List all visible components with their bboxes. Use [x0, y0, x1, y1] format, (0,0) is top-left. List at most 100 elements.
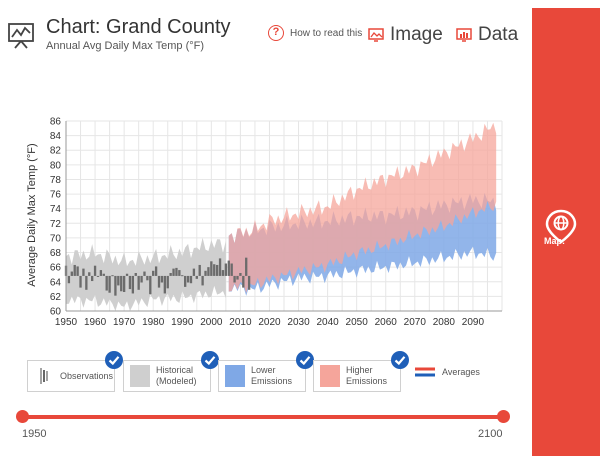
- year-range-slider[interactable]: [22, 415, 504, 419]
- observation-bar: [245, 257, 248, 276]
- observation-bar: [73, 264, 76, 276]
- observation-bar: [242, 275, 245, 288]
- observation-bar: [224, 263, 228, 276]
- x-tick-label: 1990: [171, 317, 194, 328]
- x-tick-label: 2040: [316, 317, 339, 328]
- legend-averages[interactable]: Averages: [414, 365, 480, 379]
- observation-bar: [166, 275, 169, 289]
- observation-bar: [88, 272, 91, 276]
- how-to-read-link[interactable]: ? How to read this: [268, 25, 362, 41]
- observation-bar: [70, 271, 73, 276]
- legend-higher-label: Higher Emissions: [346, 365, 387, 387]
- x-tick-label: 2070: [404, 317, 427, 328]
- lower-emissions-swatch: [225, 365, 245, 387]
- observation-bar: [90, 275, 94, 282]
- tab-image[interactable]: Image: [368, 24, 443, 46]
- observation-bar: [67, 275, 71, 284]
- x-tick-label: 2030: [287, 317, 310, 328]
- observation-bar: [157, 275, 161, 288]
- emission-bands: [66, 122, 497, 311]
- observation-bar: [131, 275, 135, 294]
- map-pin-globe-icon[interactable]: [541, 208, 581, 248]
- observation-bar: [221, 270, 225, 276]
- observation-bar: [178, 270, 181, 276]
- observation-bar: [140, 275, 143, 283]
- observation-bar: [122, 275, 126, 292]
- observation-bar: [105, 275, 108, 291]
- higher-emissions-swatch: [320, 365, 340, 387]
- observation-bar: [128, 275, 132, 290]
- x-tick-label: 2060: [375, 317, 398, 328]
- y-tick-label: 66: [50, 263, 62, 274]
- image-icon: [368, 28, 384, 42]
- observation-bar: [186, 275, 190, 283]
- tab-image-label: Image: [390, 24, 443, 45]
- checkmark-icon: [105, 351, 123, 369]
- x-tick-label: 2080: [433, 317, 456, 328]
- observation-bar: [201, 275, 204, 286]
- checkmark-icon: [391, 351, 409, 369]
- x-tick-label: 2020: [258, 317, 281, 328]
- y-tick-label: 68: [50, 248, 62, 259]
- observation-bar: [76, 266, 79, 276]
- chart-title: Chart: Grand County: [46, 16, 231, 38]
- legend-lower-label: Lower Emissions: [251, 365, 292, 387]
- observation-bar: [117, 275, 120, 286]
- legend-lower-emissions[interactable]: Lower Emissions: [218, 351, 314, 392]
- observation-bar: [247, 275, 251, 290]
- observations-swatch: [40, 368, 48, 384]
- observation-bar: [93, 265, 97, 276]
- x-tick-label: 2000: [200, 317, 223, 328]
- historical-swatch: [130, 365, 150, 387]
- observation-bar: [79, 275, 82, 288]
- observation-bar: [233, 275, 236, 283]
- map-sidebar: [532, 8, 600, 456]
- legend-observations[interactable]: Observations: [27, 351, 123, 392]
- observation-bar: [99, 270, 103, 276]
- observation-bar: [152, 270, 155, 276]
- observation-bar: [120, 275, 123, 292]
- observation-bar: [210, 261, 213, 276]
- slider-start-handle[interactable]: [16, 410, 29, 423]
- y-tick-label: 80: [50, 160, 62, 171]
- observation-bar: [213, 264, 216, 276]
- legend-historical-line2: (Modeled): [156, 376, 197, 386]
- legend-lower-line1: Lower: [251, 365, 276, 375]
- observation-bar: [143, 271, 146, 276]
- observation-bar: [236, 275, 239, 280]
- y-tick-label: 82: [50, 146, 62, 157]
- observation-bar: [181, 275, 184, 277]
- chart-axes: [65, 121, 502, 312]
- observation-bar: [198, 264, 201, 276]
- x-tick-label: 1980: [142, 317, 165, 328]
- observation-bar: [102, 273, 105, 276]
- checkmark-icon: [296, 351, 314, 369]
- map-label: Map:: [544, 236, 565, 246]
- observation-bar: [108, 275, 111, 293]
- chart-ticks: 60 62 64 66 68 70 72 74 76 78 80 82 84 86 1950 1960 1970…: [50, 117, 485, 329]
- legend-observations-label: Observations: [60, 370, 114, 381]
- y-tick-label: 74: [50, 204, 62, 215]
- slider-start-label: 1950: [22, 428, 47, 440]
- legend-lower-line2: Emissions: [251, 376, 293, 386]
- x-tick-label: 1960: [84, 317, 107, 328]
- observation-bar: [189, 275, 193, 284]
- averages-swatch: [415, 367, 435, 377]
- legend-higher-emissions[interactable]: Higher Emissions: [313, 351, 409, 392]
- tab-data[interactable]: Data: [456, 24, 518, 46]
- data-chart-icon: [456, 28, 472, 42]
- observation-bar: [137, 275, 140, 290]
- observation-bar: [195, 275, 198, 279]
- temperature-chart: 60 62 64 66 68 70 72 74 76 78 80 82 84 86 1950 1960 1970…: [26, 117, 503, 329]
- observation-bar: [96, 275, 100, 277]
- chart-subtitle: Annual Avg Daily Max Temp (°F): [46, 40, 205, 52]
- observation-bar: [163, 275, 166, 294]
- y-tick-label: 76: [50, 190, 62, 201]
- legend-historical[interactable]: Historical (Modeled): [123, 351, 219, 392]
- observation-bar: [82, 268, 85, 276]
- x-tick-label: 2050: [346, 317, 369, 328]
- band-historical: [66, 237, 226, 311]
- slider-end-handle[interactable]: [497, 410, 510, 423]
- legend-historical-label: Historical (Modeled): [156, 365, 197, 387]
- legend-averages-label: Averages: [442, 367, 480, 377]
